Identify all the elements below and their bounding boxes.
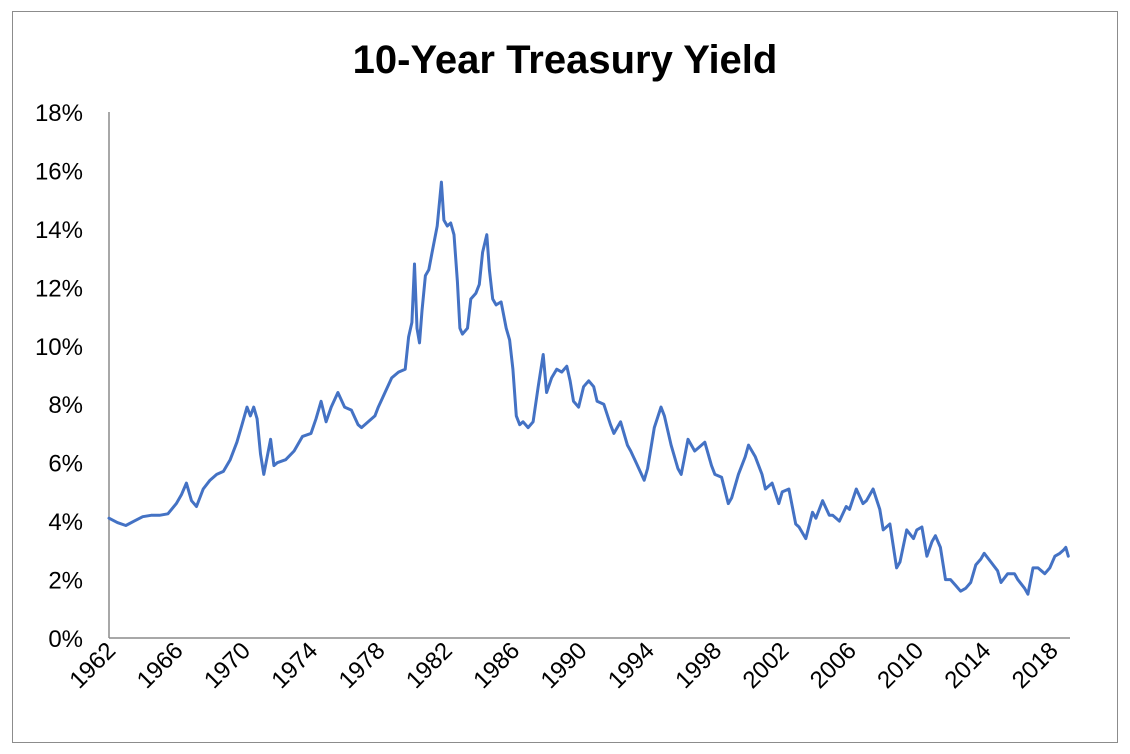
x-tick-label: 1982 [401, 637, 458, 694]
x-tick-label: 2002 [738, 637, 795, 694]
x-axis-ticks: 1962 1966 1970 1974 1978 1982 1986 1990 1994 1998… [64, 637, 1063, 694]
x-tick-label: 1990 [536, 637, 593, 694]
y-tick-label: 12% [35, 275, 83, 302]
y-tick-label: 6% [48, 451, 83, 478]
x-tick-label: 1966 [132, 637, 189, 694]
y-tick-label: 10% [35, 334, 83, 361]
x-tick-label: 1994 [603, 637, 660, 694]
x-tick-label: 1970 [199, 637, 256, 694]
x-tick-label: 2006 [805, 637, 862, 694]
y-tick-label: 16% [35, 158, 83, 185]
y-tick-label: 4% [48, 509, 83, 536]
x-tick-label: 1986 [468, 637, 525, 694]
yield-series-line [107, 180, 1070, 596]
y-tick-label: 14% [35, 217, 83, 244]
x-tick-label: 1998 [670, 637, 727, 694]
x-tick-label: 2018 [1007, 637, 1064, 694]
y-tick-label: 0% [48, 626, 83, 653]
y-tick-label: 8% [48, 392, 83, 419]
x-tick-label: 2014 [940, 637, 997, 694]
x-tick-label: 2010 [872, 637, 929, 694]
x-tick-label: 1978 [334, 637, 391, 694]
chart-frame [12, 11, 1118, 743]
y-axis-ticks: 0% 2% 4% 6% 8% 10% 12% 14% 16% 18% [35, 100, 83, 653]
chart-title: 10-Year Treasury Yield [353, 38, 778, 82]
y-tick-label: 18% [35, 100, 83, 127]
y-tick-label: 2% [48, 568, 83, 595]
x-tick-label: 1974 [266, 637, 323, 694]
